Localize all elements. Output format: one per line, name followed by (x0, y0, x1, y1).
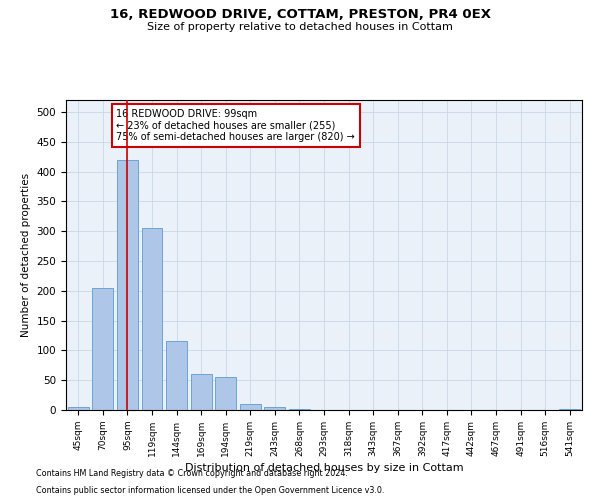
X-axis label: Distribution of detached houses by size in Cottam: Distribution of detached houses by size … (185, 463, 463, 473)
Text: Size of property relative to detached houses in Cottam: Size of property relative to detached ho… (147, 22, 453, 32)
Bar (191, 374, 212, 410)
Bar (68, 407, 89, 410)
Text: 16, REDWOOD DRIVE, COTTAM, PRESTON, PR4 0EX: 16, REDWOOD DRIVE, COTTAM, PRESTON, PR4 … (110, 8, 491, 20)
Bar (142, 228, 163, 410)
Text: Contains HM Land Registry data © Crown copyright and database right 2024.: Contains HM Land Registry data © Crown c… (36, 468, 348, 477)
Y-axis label: Number of detached properties: Number of detached properties (21, 173, 31, 337)
Bar (265, 407, 286, 410)
Bar (215, 377, 236, 410)
Bar (92, 288, 113, 410)
Text: 16 REDWOOD DRIVE: 99sqm
← 23% of detached houses are smaller (255)
75% of semi-d: 16 REDWOOD DRIVE: 99sqm ← 23% of detache… (116, 109, 355, 142)
Bar (240, 404, 261, 410)
Bar (166, 342, 187, 410)
Bar (117, 160, 138, 410)
Text: Contains public sector information licensed under the Open Government Licence v3: Contains public sector information licen… (36, 486, 385, 495)
Bar (559, 409, 580, 410)
